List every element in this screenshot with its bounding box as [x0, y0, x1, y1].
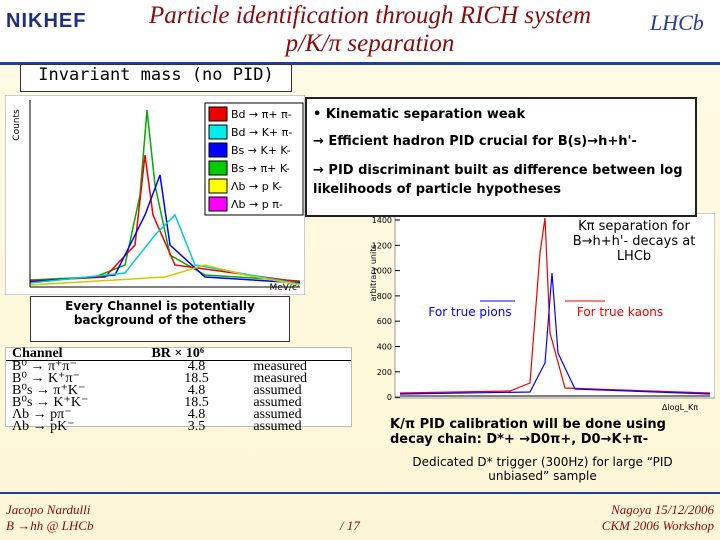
- calibration-note: Dedicated D* trigger (300Hz) for large “…: [412, 455, 673, 483]
- curve: [29, 213, 301, 285]
- footer-topic: B →hh @ LHCb: [6, 518, 94, 533]
- table-cell: 4.8: [187, 359, 206, 374]
- logo-left: NIKHEF: [6, 10, 87, 32]
- y-tick-label: 400: [377, 343, 392, 352]
- footer-author: Jacopo Nardulli: [6, 502, 91, 517]
- y-tick-label: 200: [377, 368, 392, 377]
- section-label: Invariant mass (no PID): [20, 64, 292, 92]
- legend-entry: Λb → p π-: [231, 198, 283, 211]
- header-cell: [247, 348, 351, 361]
- footer-event: CKM 2006 Workshop: [601, 518, 714, 533]
- curve: [29, 174, 301, 284]
- table-row: Λb → pK⁻ 3.5 assumed: [6, 419, 351, 434]
- note: Every Channel is potentially background …: [30, 296, 290, 342]
- legend-swatch: [208, 196, 228, 212]
- table-cell: B⁰ → K⁺π⁻: [12, 371, 80, 386]
- subtitle: p/K/π separation: [285, 30, 455, 57]
- legend-entry: Bs → K+ K-: [231, 144, 290, 157]
- legend-swatch: [208, 160, 228, 176]
- footer-rule: [0, 492, 720, 494]
- table-cell: 18.5: [184, 395, 209, 410]
- table-cell: 4.8: [187, 407, 206, 422]
- table-row: B⁰s → π⁺K⁻ 4.8 assumed: [6, 383, 351, 398]
- curve: [29, 154, 301, 283]
- curve: [29, 264, 301, 286]
- bullet: • Kinematic separation weak: [313, 107, 526, 122]
- legend-swatch: [208, 106, 228, 122]
- header-row: Channel BR × 10⁶: [6, 347, 351, 361]
- table-cell: Λb → pπ⁻: [12, 407, 72, 422]
- header-cell: Channel: [6, 347, 146, 361]
- table-cell: Λb → pK⁻: [12, 419, 75, 434]
- y-tick-label: 1400: [372, 216, 392, 225]
- y-label: arbitrary units: [369, 244, 378, 301]
- y-tick-label: 800: [377, 292, 392, 301]
- curve: [399, 272, 711, 395]
- bullet: → PID discriminant built as difference b…: [313, 163, 683, 197]
- mass-plot: Counts MeV/c² Bd → π+ π- Bd → K+ π- Bs → K…: [5, 95, 305, 295]
- table-row: B⁰ → π⁺π⁻ 4.8 measured: [6, 359, 351, 374]
- x-label: MeV/c²: [269, 283, 300, 293]
- table-cell: 3.5: [187, 419, 206, 434]
- legend-entry: Bd → π+ π-: [231, 108, 292, 121]
- legend-swatch: [208, 178, 228, 194]
- table-row: B⁰ → K⁺π⁻ 18.5 measured: [6, 371, 351, 386]
- kaons-label: For true kaons: [577, 305, 663, 319]
- page-number: / 17: [340, 518, 360, 533]
- br-table: Channel BR × 10⁶ B⁰ → π⁺π⁻ 4.8 measured B⁰ → …: [5, 347, 352, 434]
- table-cell: B⁰s → π⁺K⁻: [12, 383, 86, 398]
- legend-entry: Λb → p K-: [231, 180, 282, 193]
- table-cell: 4.8: [187, 383, 206, 398]
- x-label: ΔlogL_Kπ: [662, 403, 698, 412]
- footer-date: Nagoya 15/12/2006: [611, 502, 714, 517]
- y-tick-label: 0: [387, 393, 392, 402]
- header-cell: BR × 10⁶: [145, 347, 248, 361]
- table-cell: assumed: [253, 383, 302, 398]
- bullet: → Efficient hadron PID crucial for B(s)→…: [313, 134, 637, 149]
- table-row: B⁰s → K⁺K⁻ 18.5 assumed: [6, 395, 351, 410]
- legend-swatch: [208, 124, 228, 140]
- legend-frame: [204, 102, 304, 216]
- header-bar: [0, 0, 720, 65]
- curve: [399, 217, 711, 394]
- table-cell: 18.5: [184, 371, 209, 386]
- dll-caption: Kπ separation for B→h+h'- decays at LHCb: [565, 219, 703, 264]
- logo-right: LHCb: [650, 10, 704, 35]
- y-tick-label: 600: [377, 317, 392, 326]
- table-cell: B⁰s → K⁺K⁻: [12, 395, 89, 410]
- legend-entry: Bs → π+ K-: [231, 162, 290, 175]
- bullets: • Kinematic separation weak → Efficient …: [305, 97, 697, 217]
- table-row: Λb → pπ⁻ 4.8 assumed: [6, 407, 351, 422]
- table-cell: assumed: [253, 395, 302, 410]
- table-cell: assumed: [253, 407, 302, 422]
- legend-swatch: [208, 142, 228, 158]
- table-cell: measured: [253, 359, 308, 374]
- calibration-text: K/π PID calibration will be done using d…: [390, 417, 666, 447]
- pions-label: For true pions: [428, 305, 511, 319]
- legend-entry: Bd → K+ π-: [231, 126, 292, 139]
- y-tick-label: 1200: [372, 241, 392, 250]
- y-tick-label: 1000: [372, 267, 392, 276]
- y-label: Counts: [12, 109, 22, 141]
- table-cell: measured: [253, 371, 308, 386]
- table-cell: assumed: [253, 419, 302, 434]
- table-cell: B⁰ → π⁺π⁻: [12, 359, 77, 374]
- title: Particle identification through RICH sys…: [148, 2, 592, 29]
